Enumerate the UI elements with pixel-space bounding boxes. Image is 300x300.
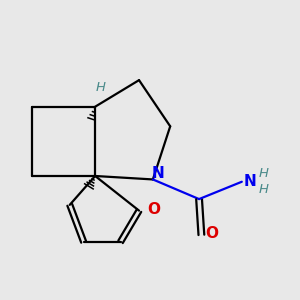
Text: N: N (244, 174, 256, 189)
Text: O: O (148, 202, 160, 217)
Text: H: H (96, 81, 106, 94)
Text: N: N (151, 166, 164, 181)
Text: O: O (205, 226, 218, 241)
Text: H: H (259, 167, 269, 180)
Text: H: H (259, 183, 269, 196)
